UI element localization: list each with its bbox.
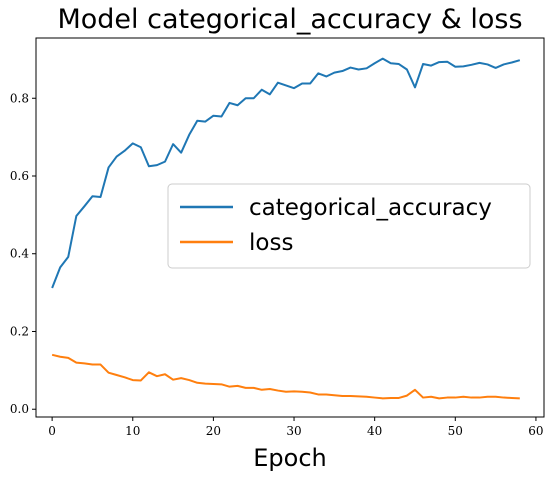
x-tick-label: 0 [48,424,56,438]
y-tick-label: 0.6 [10,169,29,183]
legend: categorical_accuracy loss [167,183,531,269]
x-tick-label: 20 [206,424,221,438]
x-tick-label: 60 [528,424,543,438]
x-tick-label: 30 [286,424,301,438]
x-axis-ticks: 0 10 20 30 40 50 60 [48,417,544,438]
legend-box [167,183,531,269]
x-axis-label: Epoch [253,444,327,472]
y-tick-label: 0.2 [10,324,29,338]
chart-title: Model categorical_accuracy & loss [57,4,522,35]
x-tick-label: 40 [367,424,382,438]
series-line-loss [51,353,520,400]
series-layer [51,57,521,400]
y-tick-label: 0.4 [10,247,29,261]
legend-label-categorical-accuracy: categorical_accuracy [249,195,492,221]
y-tick-label: 0.0 [10,402,29,416]
y-tick-label: 0.8 [10,91,29,105]
y-axis-ticks: 0.0 0.2 0.4 0.6 0.8 [10,91,36,416]
x-tick-label: 50 [448,424,463,438]
series-line-categorical-accuracy [51,57,521,289]
x-tick-label: 10 [125,424,140,438]
legend-label-loss: loss [249,230,293,256]
